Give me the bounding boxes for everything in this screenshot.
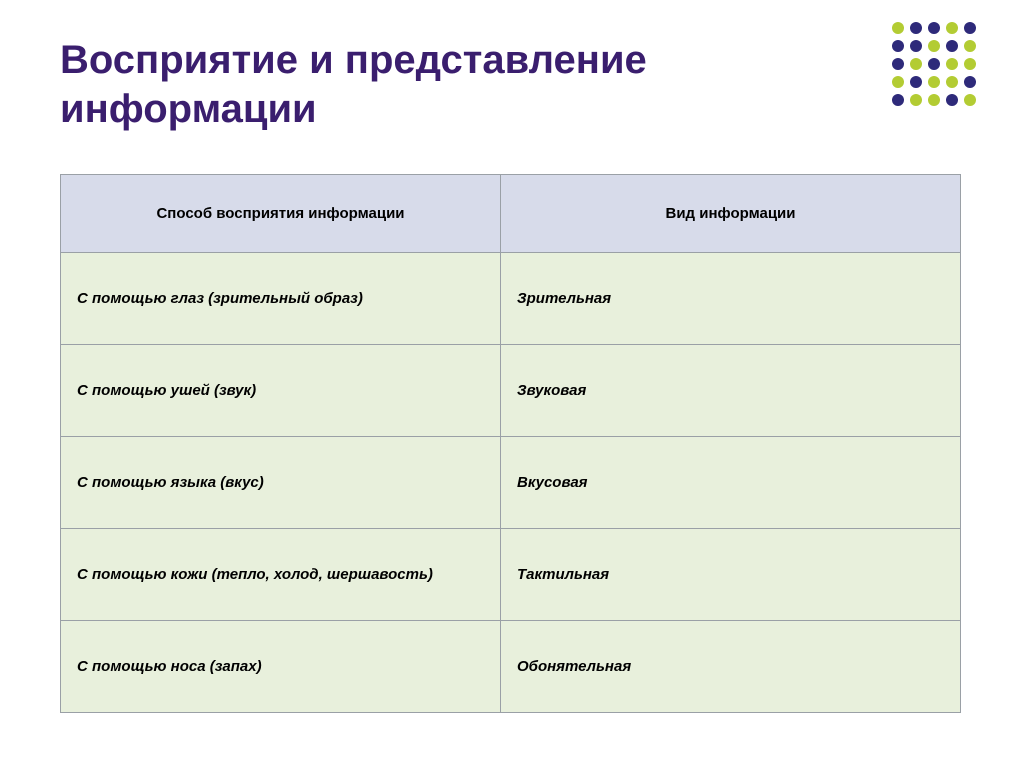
table-row: С помощью кожи (тепло, холод, шершавость… <box>61 528 961 620</box>
slide: Восприятие и представление информации Сп… <box>0 0 1024 767</box>
cell-method: С помощью глаз (зрительный образ) <box>61 252 501 344</box>
cell-method: С помощью кожи (тепло, холод, шершавость… <box>61 528 501 620</box>
table-row: С помощью ушей (звук) Звуковая <box>61 344 961 436</box>
cell-type: Звуковая <box>501 344 961 436</box>
page-title: Восприятие и представление информации <box>60 36 780 134</box>
cell-method: С помощью ушей (звук) <box>61 344 501 436</box>
cell-type: Тактильная <box>501 528 961 620</box>
table-row: С помощью носа (запах) Обонятельная <box>61 620 961 712</box>
cell-type: Зрительная <box>501 252 961 344</box>
cell-type: Вкусовая <box>501 436 961 528</box>
cell-type: Обонятельная <box>501 620 961 712</box>
table-row: С помощью языка (вкус) Вкусовая <box>61 436 961 528</box>
cell-method: С помощью языка (вкус) <box>61 436 501 528</box>
decorative-dot-grid <box>892 22 994 124</box>
col-header-method: Способ восприятия информации <box>61 174 501 252</box>
table-row: С помощью глаз (зрительный образ) Зрител… <box>61 252 961 344</box>
info-table: Способ восприятия информации Вид информа… <box>60 174 961 713</box>
cell-method: С помощью носа (запах) <box>61 620 501 712</box>
table-header-row: Способ восприятия информации Вид информа… <box>61 174 961 252</box>
col-header-type: Вид информации <box>501 174 961 252</box>
